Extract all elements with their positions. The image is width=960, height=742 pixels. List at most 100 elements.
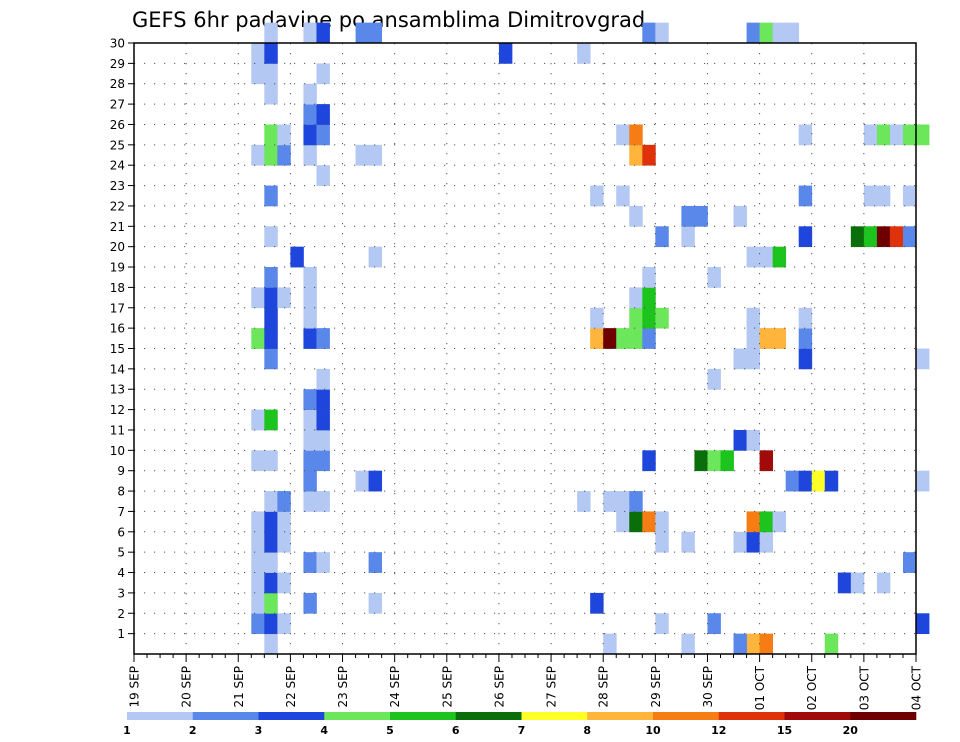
y-tick-label: 29 — [110, 57, 125, 71]
heatmap-cells — [251, 22, 930, 655]
heatmap-cell — [733, 633, 747, 655]
y-tick-label: 20 — [110, 240, 125, 254]
heatmap-cell — [707, 368, 721, 390]
heatmap-cell — [251, 43, 265, 64]
heatmap-cell — [590, 185, 604, 207]
heatmap-cell — [277, 613, 291, 635]
heatmap-cell — [707, 267, 721, 288]
heatmap-cell — [629, 491, 643, 512]
heatmap-cell — [889, 226, 904, 248]
heatmap-cell — [798, 185, 813, 207]
heatmap-cell — [616, 328, 630, 349]
heatmap-cell — [824, 470, 839, 492]
heatmap-cell — [303, 552, 317, 573]
heatmap-cell — [876, 185, 891, 207]
heatmap-cell — [655, 226, 669, 248]
heatmap-cell — [590, 307, 604, 329]
y-tick-label: 4 — [117, 566, 125, 580]
heatmap-cell — [577, 43, 591, 64]
colorbar-label: 4 — [320, 724, 328, 737]
y-tick-label: 18 — [110, 281, 125, 295]
heatmap-cell — [316, 429, 330, 451]
x-tick-label: 28 SEP — [597, 666, 611, 708]
y-tick-label: 24 — [110, 159, 125, 173]
heatmap-cell — [902, 185, 917, 207]
heatmap-cell — [889, 124, 904, 146]
colorbar-swatch — [127, 712, 194, 720]
heatmap-cell — [772, 246, 787, 268]
heatmap-cell — [629, 144, 643, 166]
heatmap-cell — [251, 511, 265, 533]
x-tick-label: 02 OCT — [805, 665, 819, 710]
heatmap-cell — [733, 205, 747, 227]
y-tick-label: 22 — [110, 199, 125, 213]
heatmap-cell — [603, 633, 617, 655]
heatmap-cell — [316, 552, 330, 573]
y-tick-label: 14 — [110, 362, 125, 376]
y-tick-label: 30 — [110, 37, 125, 51]
heatmap-cell — [303, 592, 317, 614]
heatmap-cell — [316, 450, 330, 472]
x-tick-label: 01 OCT — [753, 665, 767, 710]
y-tick-label: 15 — [110, 342, 125, 356]
y-tick-label: 9 — [117, 464, 125, 478]
heatmap-cell — [746, 22, 760, 44]
heatmap-cell — [264, 328, 278, 349]
heatmap-cell — [316, 389, 330, 410]
heatmap-cell — [916, 348, 930, 370]
colorbar-label: 15 — [777, 724, 792, 737]
colorbar-label: 12 — [711, 724, 726, 737]
chart-title: GEFS 6hr padavine po ansamblima Dimitrov… — [132, 8, 645, 32]
y-tick-label: 7 — [117, 505, 125, 519]
heatmap-cell — [681, 205, 695, 227]
heatmap-cell — [368, 22, 383, 44]
heatmap-cell — [759, 450, 774, 472]
heatmap-cell — [642, 22, 656, 44]
heatmap-cell — [733, 348, 747, 370]
heatmap-cell — [916, 124, 930, 146]
heatmap-cell — [798, 226, 813, 248]
colorbar: 1 2 3 4 5 6 7 8 10 12 15 20 — [123, 712, 917, 737]
heatmap-cell — [876, 572, 891, 594]
y-tick-label: 2 — [117, 607, 125, 621]
heatmap-cell — [277, 511, 291, 533]
heatmap-cell — [277, 124, 291, 146]
colorbar-label: 10 — [645, 724, 661, 737]
heatmap-cell — [316, 165, 330, 186]
heatmap-cell — [629, 307, 643, 329]
heatmap-cell — [277, 144, 291, 166]
heatmap-cell — [655, 511, 669, 533]
colorbar-label: 2 — [189, 724, 197, 737]
heatmap-cell — [316, 63, 330, 85]
heatmap-cell — [368, 246, 383, 268]
heatmap-cell — [316, 22, 330, 44]
heatmap-cell — [264, 144, 278, 166]
heatmap-cell — [277, 531, 291, 553]
heatmap-cell — [368, 592, 383, 614]
y-tick-label: 19 — [110, 261, 125, 275]
heatmap-cell — [251, 531, 265, 553]
heatmap-cell — [876, 124, 891, 146]
x-tick-label: 27 SEP — [545, 666, 559, 708]
heatmap-cell — [681, 531, 695, 553]
heatmap-cell — [642, 450, 656, 472]
y-tick-label: 5 — [117, 546, 125, 560]
heatmap-cell — [303, 83, 317, 105]
heatmap-cell — [498, 43, 513, 64]
heatmap-cell — [264, 409, 278, 431]
heatmap-cell — [863, 185, 878, 207]
colorbar-label: 8 — [583, 724, 591, 737]
heatmap-cell — [303, 409, 317, 431]
heatmap-cell — [694, 450, 708, 472]
heatmap-cell — [655, 22, 669, 44]
x-tick-label: 22 SEP — [284, 666, 298, 708]
heatmap-cell — [355, 470, 369, 492]
x-tick-label: 19 SEP — [128, 666, 142, 708]
heatmap-cell — [798, 307, 813, 329]
heatmap-cell — [264, 267, 278, 288]
heatmap-cell — [264, 83, 278, 105]
heatmap-cell — [290, 246, 304, 268]
x-tick-label: 21 SEP — [232, 666, 246, 708]
x-tick-label: 03 OCT — [857, 665, 871, 710]
heatmap-cell — [251, 328, 265, 349]
